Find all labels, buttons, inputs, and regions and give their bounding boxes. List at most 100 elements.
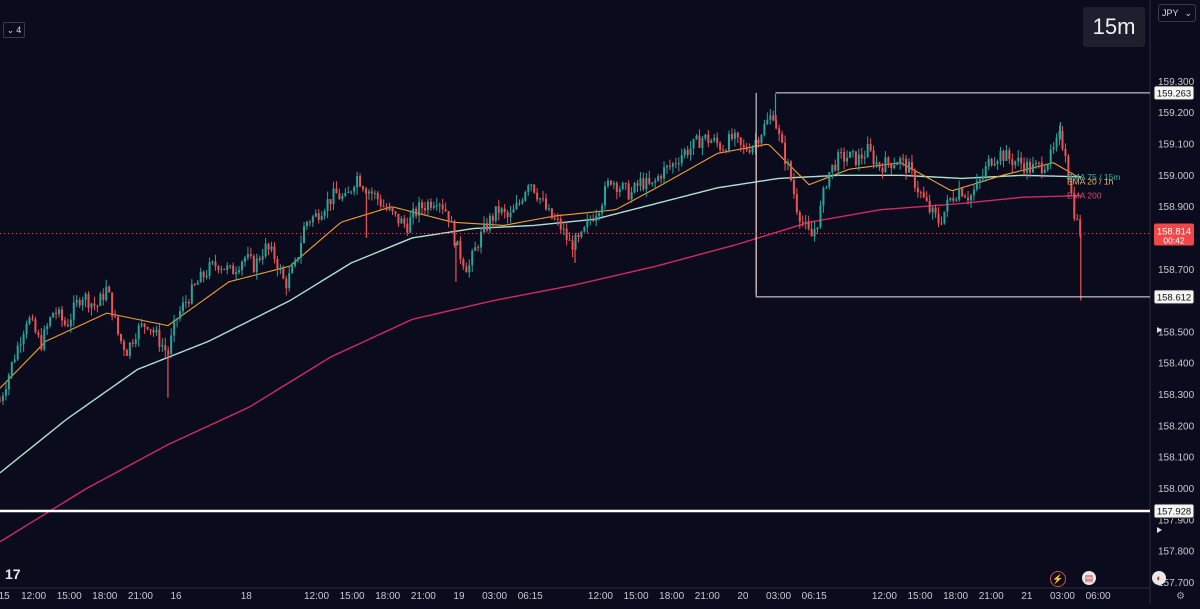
candle-body-188 [553, 218, 556, 220]
candle-body-335 [987, 158, 990, 167]
candle-body-1 [1, 395, 4, 401]
candle-body-345 [1017, 157, 1020, 162]
candle-body-91 [267, 243, 270, 250]
candle-body-228 [671, 163, 674, 167]
legend-count: 4 [16, 25, 22, 35]
tradingview-logo-icon: 17 [5, 566, 21, 582]
candle-body-170 [500, 208, 503, 213]
candle-body-49 [143, 323, 146, 327]
x-tick-label-27: 06:00 [1086, 591, 1111, 602]
candle-body-342 [1008, 150, 1011, 160]
candle-body-148 [435, 205, 438, 207]
lightning-icon[interactable]: ⚡ [1050, 571, 1066, 587]
candle-body-336 [990, 158, 993, 166]
candle-body-106 [311, 216, 314, 223]
candle-body-169 [497, 206, 500, 213]
candle-body-68 [199, 271, 202, 283]
candle-body-227 [668, 165, 671, 167]
candle-body-166 [488, 215, 491, 231]
candle-body-48 [140, 323, 143, 326]
candle-body-56 [164, 345, 167, 351]
candle-body-312 [919, 192, 922, 194]
candle-body-319 [940, 223, 943, 225]
candle-body-14 [40, 335, 43, 350]
x-tick-label-7: 12:00 [304, 591, 329, 602]
y-tick-label-15: 157.800 [1158, 547, 1195, 558]
candle-body-334 [984, 166, 987, 177]
candle-body-129 [379, 199, 382, 207]
y-tick-label-11: 158.200 [1158, 421, 1195, 432]
candle-body-154 [453, 221, 456, 246]
candle-body-109 [320, 216, 323, 220]
candle-body-360 [1061, 131, 1064, 149]
x-tick-label-15: 15:00 [624, 591, 649, 602]
candle-body-206 [606, 180, 609, 186]
candle-body-366 [1079, 219, 1082, 236]
candle-body-121 [356, 175, 359, 188]
candle-body-87 [255, 258, 258, 273]
candle-body-64 [187, 302, 190, 304]
candle-body-198 [583, 227, 586, 232]
candle-body-173 [509, 212, 512, 218]
candle-body-175 [515, 202, 518, 210]
candle-body-115 [338, 193, 341, 200]
candle-body-361 [1064, 148, 1067, 157]
candle-body-113 [332, 188, 335, 205]
y-tick-label-8: 158.500 [1158, 327, 1195, 338]
candle-body-67 [196, 282, 199, 285]
timeframe-badge: 15m [1083, 7, 1145, 47]
candle-body-180 [530, 184, 533, 186]
candle-body-293 [863, 157, 866, 159]
candle-body-178 [524, 191, 527, 201]
us-flag-icon[interactable]: ▤ [1082, 571, 1096, 585]
candle-body-112 [329, 199, 332, 205]
event-flag-icon[interactable]: ◐ [1152, 571, 1166, 585]
candle-body-142 [418, 202, 421, 216]
y-tick-label-4: 158.900 [1158, 202, 1195, 213]
candle-body-328 [967, 197, 970, 201]
candle-body-304 [896, 163, 899, 165]
candle-body-123 [362, 186, 365, 190]
candle-body-78 [229, 265, 232, 267]
candle-body-126 [370, 191, 373, 194]
candle-body-73 [214, 261, 217, 267]
y-tick-label-6: 158.700 [1158, 265, 1195, 276]
candle-body-138 [406, 223, 409, 233]
candle-body-155 [456, 240, 459, 246]
candle-body-118 [347, 191, 350, 193]
candle-body-107 [314, 213, 317, 217]
candle-body-158 [465, 266, 468, 273]
candle-body-211 [621, 183, 624, 190]
candle-body-172 [506, 212, 509, 218]
candle-body-245 [722, 149, 725, 151]
candle-body-252 [742, 144, 745, 147]
candle-body-75 [220, 268, 223, 270]
candle-body-276 [813, 229, 816, 237]
candle-body-323 [952, 197, 955, 201]
candle-body-352 [1037, 162, 1040, 164]
candle-body-51 [149, 329, 152, 331]
candle-body-177 [521, 200, 524, 203]
candle-body-309 [910, 161, 913, 171]
candle-body-255 [751, 146, 754, 153]
candle-body-144 [423, 208, 426, 211]
candle-body-230 [677, 163, 680, 165]
candle-body-114 [335, 188, 338, 194]
candle-body-291 [857, 154, 860, 166]
candle-body-141 [415, 208, 418, 216]
gear-icon[interactable]: ⚙ [1176, 591, 1185, 602]
x-tick-label-20: 06:15 [802, 591, 827, 602]
current-price-countdown: 00:42 [1163, 236, 1185, 246]
x-tick-label-25: 21 [1021, 591, 1033, 602]
candle-body-273 [804, 221, 807, 223]
candle-body-200 [589, 219, 592, 221]
candle-body-279 [822, 187, 825, 206]
candle-body-256 [754, 139, 757, 147]
candle-body-260 [766, 119, 769, 125]
candle-body-356 [1049, 149, 1052, 165]
candle-body-39 [114, 316, 117, 318]
legend-toggle-button[interactable]: ⌄ 4 [3, 22, 25, 38]
currency-selector[interactable]: JPY ⌄ [1158, 4, 1196, 22]
